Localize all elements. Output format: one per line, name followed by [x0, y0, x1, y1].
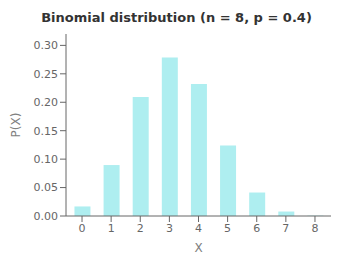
svg-text:X: X: [194, 241, 202, 255]
svg-text:0.15: 0.15: [34, 125, 59, 138]
svg-text:4: 4: [195, 222, 202, 235]
svg-text:7: 7: [282, 222, 289, 235]
svg-text:0.05: 0.05: [34, 181, 59, 194]
svg-text:0.00: 0.00: [34, 210, 59, 223]
svg-text:P(X): P(X): [9, 113, 23, 138]
svg-text:0.25: 0.25: [34, 68, 59, 81]
svg-text:2: 2: [137, 222, 144, 235]
svg-text:3: 3: [166, 222, 173, 235]
svg-text:0.30: 0.30: [34, 39, 59, 52]
svg-text:8: 8: [311, 222, 318, 235]
svg-text:1: 1: [108, 222, 115, 235]
html-text:Binomial distribution (n = 8,: Binomial distribution (n = 8, p = 0.4): [41, 10, 312, 25]
svg-text:6: 6: [253, 222, 260, 235]
svg-text:0.20: 0.20: [34, 96, 59, 109]
svg-text:5: 5: [224, 222, 231, 235]
svg-text:0.10: 0.10: [34, 153, 59, 166]
svg-text:0: 0: [79, 222, 86, 235]
